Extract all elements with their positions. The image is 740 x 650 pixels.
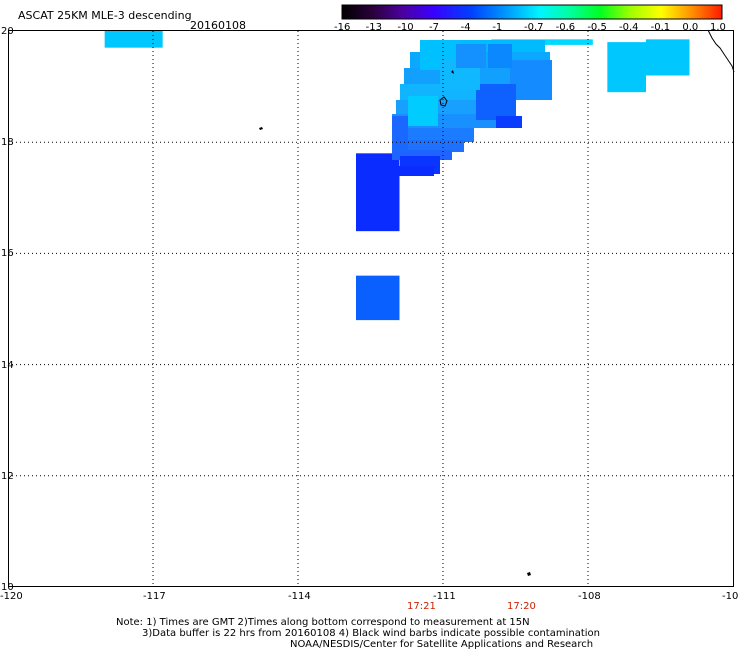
time-label-1: 17:21	[407, 601, 436, 612]
swath-cell	[392, 128, 474, 142]
swath-cell	[476, 84, 516, 120]
note-line-3: NOAA/NESDIS/Center for Satellite Applica…	[290, 639, 594, 650]
longitude-label: -10	[722, 591, 739, 602]
swath-cell	[392, 140, 464, 152]
colorbar-label: -0.7	[524, 22, 544, 33]
colorbar-label: -13	[365, 22, 382, 33]
latitude-label: 20	[1, 26, 14, 37]
swath-cell	[392, 116, 408, 152]
coastline-feature	[707, 29, 735, 73]
swath-cell	[408, 96, 438, 126]
colorbar-label: -10	[397, 22, 414, 33]
colorbar-label: -16	[334, 22, 351, 33]
colorbar-label: 0.0	[682, 22, 699, 33]
colorbar-label: 1.0	[710, 22, 726, 33]
latitude-label: 18	[1, 137, 14, 149]
map-gridlines	[8, 31, 733, 587]
latitude-label: 10	[1, 582, 14, 593]
swath-cell	[510, 60, 552, 100]
data-cells	[104, 31, 690, 321]
colorbar-label: -0.1	[650, 22, 671, 33]
colorbar-label: -1	[492, 22, 503, 33]
colorbar-label: -7	[429, 22, 439, 33]
time-label-2: 17:20	[507, 601, 536, 612]
swath-cell	[390, 166, 434, 176]
swath-cell	[456, 44, 486, 68]
colorbar-label: -4	[460, 22, 471, 33]
product-date: 20160108	[190, 19, 246, 32]
latitude-label: 16	[1, 248, 14, 260]
latitude-label: 14	[1, 359, 14, 371]
latitude-label: 12	[1, 470, 14, 482]
swath-cell	[496, 116, 522, 128]
longitude-label: -108	[578, 591, 601, 602]
longitude-label: -111	[433, 591, 456, 602]
longitude-label: -120	[0, 591, 23, 602]
island-south-feature	[527, 572, 531, 576]
data-cell	[356, 275, 400, 321]
island-feature	[439, 96, 448, 107]
note-line-2: 3)Data buffer is 22 hrs from 20160108 4)…	[142, 628, 600, 639]
longitude-label: -114	[288, 591, 311, 602]
map-frame	[8, 30, 734, 587]
colorbar-label: -0.4	[619, 22, 639, 33]
colorbar-label: -0.6	[555, 22, 576, 33]
colorbar-label: -0.5	[587, 22, 607, 33]
data-cell	[607, 42, 646, 93]
data-cell	[646, 39, 690, 76]
swath-cell	[488, 44, 512, 68]
data-cell	[104, 31, 163, 48]
island-west-feature	[259, 127, 263, 130]
swath-cell	[392, 150, 452, 160]
longitude-label: -117	[143, 591, 166, 602]
island-small-feature	[451, 70, 454, 74]
product-title: ASCAT 25KM MLE-3 descending	[18, 9, 192, 22]
note-line-1: Note: 1) Times are GMT 2)Times along bot…	[116, 617, 530, 628]
data-cell	[356, 181, 400, 232]
